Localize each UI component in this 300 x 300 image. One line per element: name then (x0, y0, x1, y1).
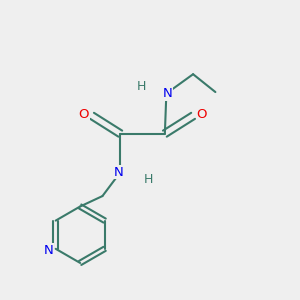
Text: O: O (79, 108, 89, 121)
Text: H: H (144, 173, 153, 186)
Text: N: N (114, 166, 124, 179)
Text: O: O (196, 108, 207, 121)
Text: H: H (136, 80, 146, 93)
Text: N: N (163, 87, 173, 100)
Text: N: N (44, 244, 53, 257)
